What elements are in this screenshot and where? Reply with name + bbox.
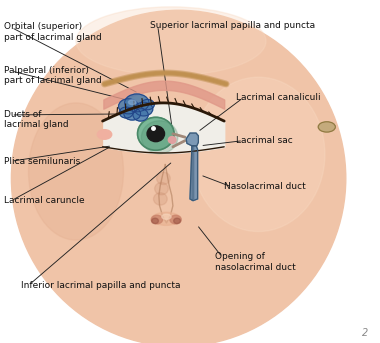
Ellipse shape [152, 212, 180, 225]
Text: Superior lacrimal papilla and puncta: Superior lacrimal papilla and puncta [150, 21, 315, 29]
Ellipse shape [192, 77, 325, 232]
Text: Inferior lacrimal papilla and puncta: Inferior lacrimal papilla and puncta [21, 281, 180, 290]
Text: Plica semilunaris: Plica semilunaris [4, 157, 80, 166]
Ellipse shape [135, 102, 153, 116]
Text: Orbital (superior)
part of lacrimal gland: Orbital (superior) part of lacrimal glan… [4, 22, 101, 42]
Ellipse shape [11, 10, 346, 343]
Circle shape [138, 117, 174, 150]
Ellipse shape [141, 121, 178, 154]
Ellipse shape [97, 130, 112, 139]
Text: Opening of
nasolacrimal duct: Opening of nasolacrimal duct [215, 252, 296, 272]
Ellipse shape [174, 218, 180, 224]
Circle shape [154, 193, 167, 205]
Polygon shape [192, 146, 194, 201]
Ellipse shape [170, 215, 181, 224]
Ellipse shape [141, 99, 154, 110]
Circle shape [155, 182, 168, 195]
Circle shape [168, 137, 176, 143]
Ellipse shape [28, 103, 124, 240]
Text: Ducts of
lacrimal gland: Ducts of lacrimal gland [4, 110, 68, 129]
Ellipse shape [133, 109, 148, 121]
Ellipse shape [119, 99, 138, 114]
Text: Lacrimal caruncle: Lacrimal caruncle [4, 196, 84, 205]
Circle shape [157, 172, 170, 185]
Ellipse shape [152, 218, 158, 224]
Ellipse shape [124, 108, 141, 120]
Ellipse shape [318, 122, 336, 132]
Circle shape [147, 126, 165, 142]
Ellipse shape [76, 7, 266, 75]
Ellipse shape [162, 214, 171, 220]
Text: Lacrimal sac: Lacrimal sac [236, 136, 292, 145]
Text: Nasolacrimal duct: Nasolacrimal duct [224, 182, 306, 191]
Ellipse shape [125, 94, 149, 112]
Polygon shape [186, 133, 198, 146]
Ellipse shape [119, 107, 133, 118]
Text: Palpebral (inferior)
part of lacrimal gland: Palpebral (inferior) part of lacrimal gl… [4, 66, 101, 85]
Text: Lacrimal canaliculi: Lacrimal canaliculi [236, 93, 320, 102]
Ellipse shape [128, 100, 136, 105]
Polygon shape [190, 146, 198, 201]
Ellipse shape [151, 215, 163, 224]
Text: 2: 2 [363, 328, 369, 338]
